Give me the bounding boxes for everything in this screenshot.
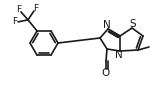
Text: O: O [102,68,110,78]
Text: F: F [16,5,22,14]
Text: N: N [103,20,111,30]
Text: F: F [33,4,39,13]
Text: N: N [115,50,123,60]
Text: F: F [12,17,17,26]
Text: S: S [130,19,136,29]
